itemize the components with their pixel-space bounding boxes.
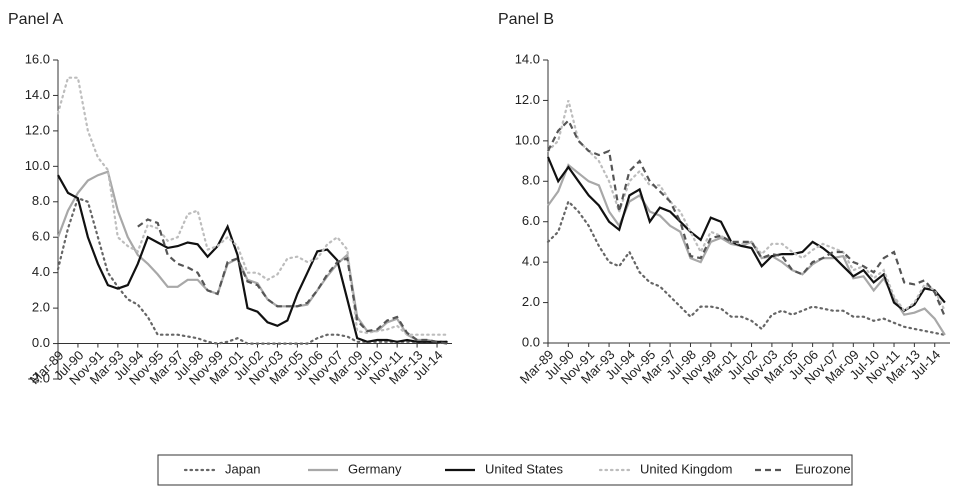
y-tick-label: 12.0: [25, 122, 50, 137]
y-tick-label: 0.0: [522, 334, 540, 349]
y-tick-label: 6.0: [32, 229, 50, 244]
y-tick-label: 10.0: [25, 158, 50, 173]
series-line: [547, 163, 946, 336]
y-tick-label: 16.0: [25, 51, 50, 66]
y-tick-label: 4.0: [32, 264, 50, 279]
y-tick-label: 14.0: [25, 87, 50, 102]
series-line: [56, 76, 449, 336]
legend-label: Eurozone: [795, 461, 851, 476]
series-line: [547, 118, 946, 318]
y-tick-label: 10.0: [515, 132, 540, 147]
y-tick-label: 0.0: [32, 335, 50, 350]
panel-title: Panel A: [8, 11, 63, 28]
y-tick-label: 8.0: [522, 173, 540, 188]
legend-label: United States: [485, 461, 564, 476]
legend-box: [157, 454, 853, 486]
y-tick-label: 14.0: [515, 51, 540, 66]
series-line: [57, 174, 447, 343]
y-tick-label: 4.0: [522, 254, 540, 269]
y-tick-label: 8.0: [32, 193, 50, 208]
y-tick-label: 12.0: [515, 92, 540, 107]
series-line: [546, 100, 946, 313]
panel-title: Panel B: [498, 11, 554, 28]
legend-label: United Kingdom: [640, 461, 733, 476]
series-line: [56, 196, 449, 345]
series-line: [546, 156, 946, 313]
y-tick-label: 2.0: [32, 300, 50, 315]
legend-label: Germany: [348, 461, 402, 476]
legend-label: Japan: [225, 461, 260, 476]
series-line: [137, 218, 448, 345]
y-tick-label: -2.0: [28, 370, 50, 385]
series-line: [56, 170, 448, 345]
series-line: [546, 199, 946, 336]
y-tick-label: 2.0: [522, 294, 540, 309]
y-tick-label: 6.0: [522, 213, 540, 228]
